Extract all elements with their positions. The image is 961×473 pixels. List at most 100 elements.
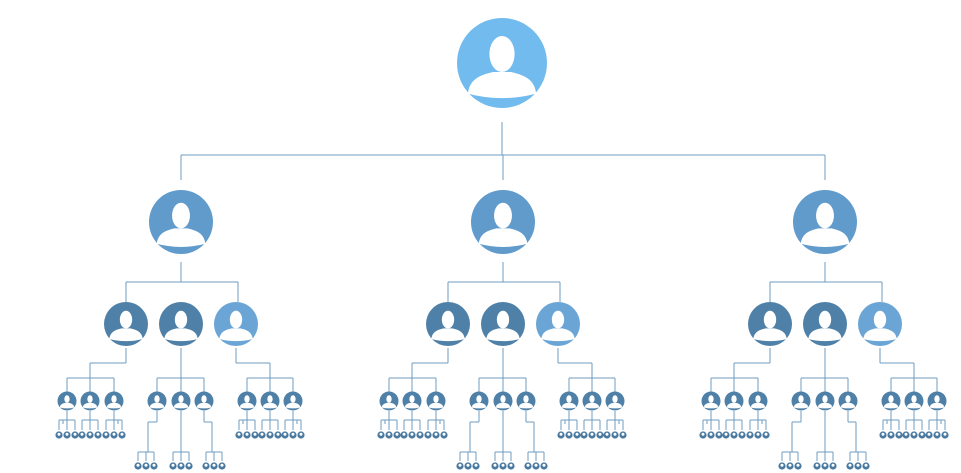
level-3-node xyxy=(469,391,489,411)
level-3-node xyxy=(927,391,947,411)
tiny-person-icon xyxy=(202,462,210,470)
person-silhouette-icon xyxy=(883,395,899,409)
level-2-node xyxy=(426,302,470,346)
person-silhouette-icon xyxy=(561,395,577,409)
tiny-person-icon xyxy=(258,431,266,439)
tiny-person-icon xyxy=(507,462,515,470)
tiny-person-icon xyxy=(619,431,627,439)
person-silhouette-icon xyxy=(486,310,520,342)
level-2-node xyxy=(536,302,580,346)
org-nodes xyxy=(55,18,949,470)
person-silhouette-icon xyxy=(106,395,122,409)
tiny-person-icon xyxy=(118,431,126,439)
tiny-person-icon xyxy=(177,462,185,470)
level-1-node xyxy=(149,190,213,254)
person-silhouette-icon xyxy=(156,202,206,247)
root-node xyxy=(457,18,547,108)
person-silhouette-icon xyxy=(541,310,575,342)
level-3-node xyxy=(402,391,422,411)
tiny-person-icon xyxy=(71,431,79,439)
tiny-person-icon xyxy=(424,431,432,439)
person-silhouette-icon xyxy=(808,310,842,342)
tiny-person-icon xyxy=(289,431,297,439)
person-silhouette-icon xyxy=(82,395,98,409)
person-silhouette-icon xyxy=(262,395,278,409)
level-2-node xyxy=(481,302,525,346)
tiny-person-icon xyxy=(941,431,949,439)
tiny-person-icon xyxy=(813,462,821,470)
person-silhouette-icon xyxy=(840,395,856,409)
level-3-node xyxy=(194,391,214,411)
tiny-person-icon xyxy=(786,462,794,470)
level-3-node xyxy=(80,391,100,411)
person-silhouette-icon xyxy=(929,395,945,409)
tiny-person-icon xyxy=(297,431,305,439)
tiny-person-icon xyxy=(274,431,282,439)
level-1-node xyxy=(471,190,535,254)
tiny-person-icon xyxy=(762,431,770,439)
person-silhouette-icon xyxy=(109,310,143,342)
tiny-person-icon xyxy=(895,431,903,439)
tiny-person-icon xyxy=(251,431,259,439)
person-silhouette-icon xyxy=(173,395,189,409)
tiny-person-icon xyxy=(55,431,63,439)
tiny-person-icon xyxy=(281,431,289,439)
level-3-node xyxy=(171,391,191,411)
level-3-node xyxy=(260,391,280,411)
person-silhouette-icon xyxy=(703,395,719,409)
level-3-node xyxy=(379,391,399,411)
tiny-person-icon xyxy=(210,462,218,470)
person-silhouette-icon xyxy=(471,395,487,409)
tiny-person-icon xyxy=(730,431,738,439)
level-3-node xyxy=(559,391,579,411)
tiny-person-icon xyxy=(879,431,887,439)
tiny-person-icon xyxy=(63,431,71,439)
person-silhouette-icon xyxy=(467,36,537,99)
level-3-node xyxy=(748,391,768,411)
level-3-node xyxy=(904,391,924,411)
tiny-person-icon xyxy=(611,431,619,439)
level-3-node xyxy=(605,391,625,411)
person-silhouette-icon xyxy=(431,310,465,342)
tiny-person-icon xyxy=(715,431,723,439)
tiny-person-icon xyxy=(499,462,507,470)
person-silhouette-icon xyxy=(428,395,444,409)
person-silhouette-icon xyxy=(607,395,623,409)
level-3-node xyxy=(582,391,602,411)
person-silhouette-icon xyxy=(726,395,742,409)
level-2-node xyxy=(748,302,792,346)
person-silhouette-icon xyxy=(59,395,75,409)
tiny-person-icon xyxy=(925,431,933,439)
tiny-person-icon xyxy=(603,431,611,439)
tiny-person-icon xyxy=(142,462,150,470)
level-2-node xyxy=(159,302,203,346)
connector-lines xyxy=(58,122,946,461)
tiny-person-icon xyxy=(440,431,448,439)
level-3-node xyxy=(104,391,124,411)
level-2-node xyxy=(214,302,258,346)
tiny-person-icon xyxy=(707,431,715,439)
tiny-person-icon xyxy=(862,462,870,470)
level-3-node xyxy=(724,391,744,411)
person-silhouette-icon xyxy=(518,395,534,409)
tiny-person-icon xyxy=(722,431,730,439)
tiny-person-icon xyxy=(596,431,604,439)
tiny-person-icon xyxy=(854,462,862,470)
person-silhouette-icon xyxy=(219,310,253,342)
tiny-person-icon xyxy=(754,431,762,439)
tiny-person-icon xyxy=(902,431,910,439)
level-3-node xyxy=(881,391,901,411)
level-3-node xyxy=(493,391,513,411)
tiny-person-icon xyxy=(778,462,786,470)
person-silhouette-icon xyxy=(196,395,212,409)
person-silhouette-icon xyxy=(404,395,420,409)
tiny-person-icon xyxy=(456,462,464,470)
tiny-person-icon xyxy=(385,431,393,439)
tiny-person-icon xyxy=(464,462,472,470)
person-silhouette-icon xyxy=(863,310,897,342)
tiny-person-icon xyxy=(400,431,408,439)
person-silhouette-icon xyxy=(750,395,766,409)
tiny-person-icon xyxy=(432,431,440,439)
tiny-person-icon xyxy=(235,431,243,439)
